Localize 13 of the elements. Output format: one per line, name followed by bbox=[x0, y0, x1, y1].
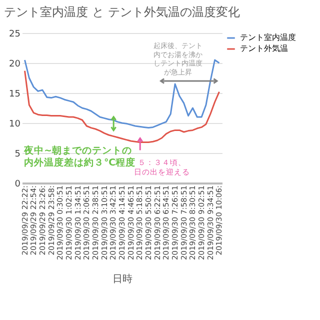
line-series bbox=[24, 70, 220, 143]
y-tick-label: 10 bbox=[9, 120, 21, 130]
y-tick-label: 25 bbox=[9, 30, 20, 40]
y-tick-label: 0 bbox=[14, 180, 21, 190]
legend-label: テント外気温 bbox=[240, 44, 288, 53]
y-tick-label: 5 bbox=[14, 150, 20, 160]
annotation: 夜中~朝までのテントの内外温度差は約３℃程度 bbox=[23, 144, 136, 168]
x-axis-title: 日時 bbox=[112, 273, 132, 286]
chart-title: テント室内温度 と テント外気温の温度変化 bbox=[4, 5, 240, 19]
y-tick-label: 15 bbox=[9, 90, 20, 100]
legend-label: テント室内温度 bbox=[240, 33, 296, 42]
line-series bbox=[24, 59, 220, 129]
y-tick-label: 20 bbox=[9, 60, 21, 70]
